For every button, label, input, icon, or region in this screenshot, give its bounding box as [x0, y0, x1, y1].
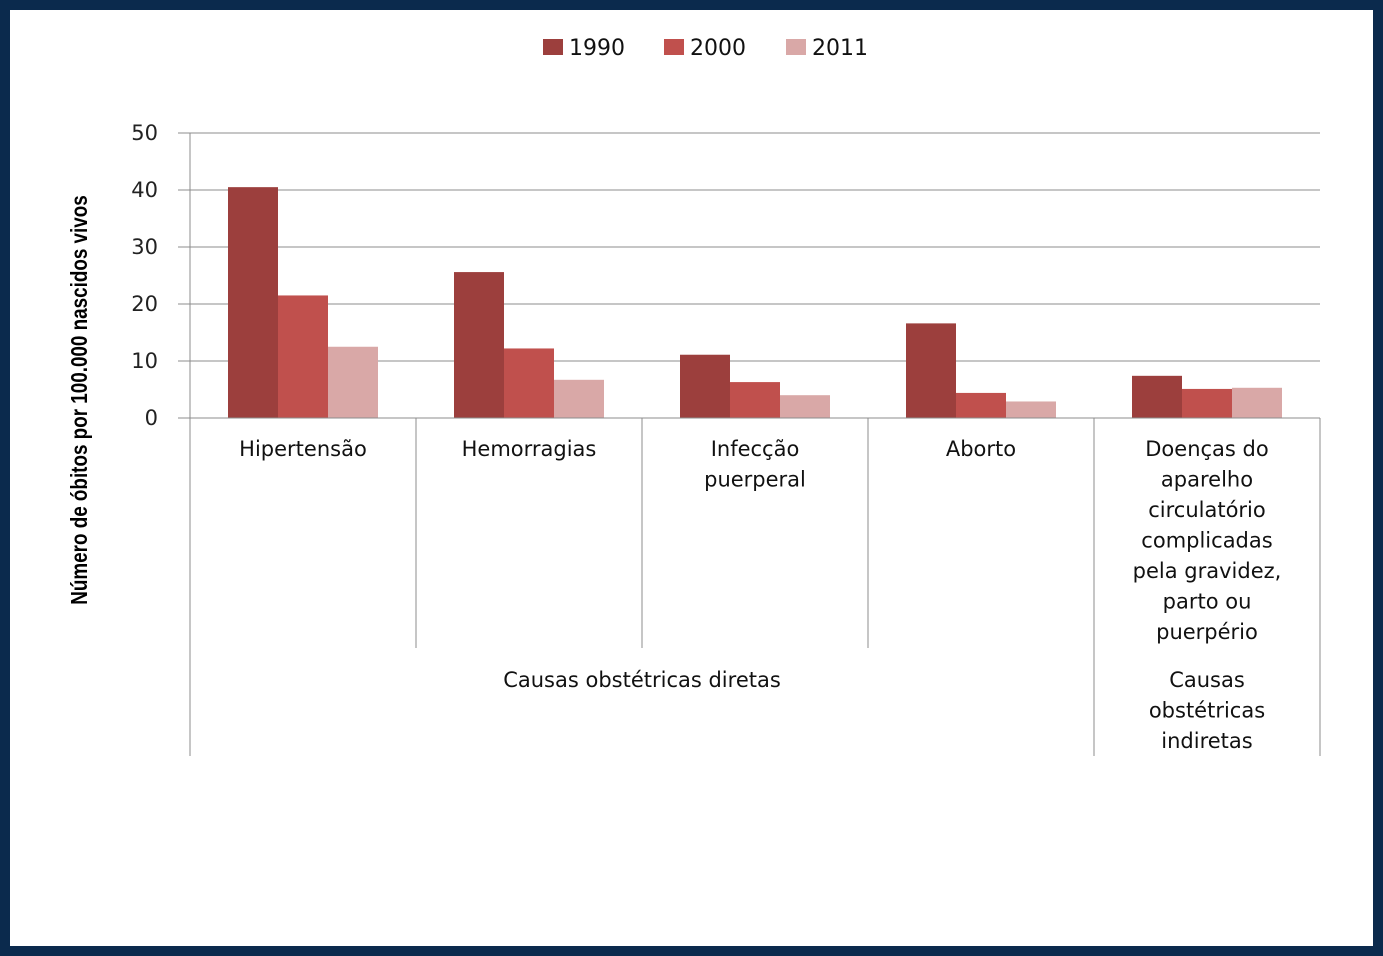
- y-tick-label: 40: [131, 178, 158, 202]
- category-label: circulatório: [1148, 498, 1266, 522]
- y-axis-title: Número de óbitos por 100.000 nascidos vi…: [67, 195, 92, 605]
- bar-2011: [554, 379, 604, 418]
- legend-swatch-1990: [543, 39, 563, 55]
- bar-2011: [1006, 401, 1056, 418]
- category-label: Infecção: [711, 437, 800, 461]
- bar-1990: [906, 323, 956, 418]
- category-label: aparelho: [1161, 468, 1253, 492]
- category-label: pela gravidez,: [1133, 559, 1282, 583]
- gridlines: [190, 132, 1320, 362]
- legend-swatch-2011: [786, 39, 806, 55]
- bar-1990: [228, 187, 278, 418]
- y-tick-label: 10: [131, 349, 158, 373]
- category-label: complicadas: [1141, 529, 1272, 553]
- bar-2000: [1182, 388, 1232, 418]
- legend-swatch-2000: [664, 39, 684, 55]
- legend-label: 1990: [569, 36, 625, 61]
- bar-2011: [328, 346, 378, 418]
- bar-2011: [1232, 387, 1282, 418]
- legend-label: 2011: [812, 36, 868, 61]
- category-label: Hipertensão: [239, 437, 367, 461]
- bar-2000: [730, 382, 780, 418]
- y-tick-label: 20: [131, 292, 158, 316]
- category-label: parto ou: [1163, 590, 1252, 614]
- category-label: puerpério: [1156, 620, 1258, 644]
- category-label: Hemorragias: [462, 437, 597, 461]
- bars: [228, 187, 1282, 418]
- bar-2000: [278, 295, 328, 418]
- group-label: Causas: [1169, 668, 1245, 692]
- bar-2000: [956, 392, 1006, 418]
- axis-labels: 0 10 20 30 40 50 Hipertensão Hemorragias Infecçã…: [67, 121, 1281, 753]
- legend: 1990 2000 2011: [543, 36, 868, 61]
- y-tick-label: 0: [145, 406, 158, 430]
- y-tick-label: 50: [131, 121, 158, 145]
- axes: [178, 132, 1321, 756]
- group-label: Causas obstétricas diretas: [503, 668, 781, 692]
- group-label: indiretas: [1161, 729, 1252, 753]
- bar-2000: [504, 348, 554, 418]
- category-label: puerperal: [704, 468, 806, 492]
- chart-panel: 0 10 20 30 40 50 Hipertensão Hemorragias Infecçã…: [10, 10, 1373, 946]
- category-label: Doenças do: [1145, 437, 1268, 461]
- bar-1990: [1132, 375, 1182, 418]
- legend-label: 2000: [690, 36, 746, 61]
- bar-1990: [454, 272, 504, 418]
- bar-1990: [680, 354, 730, 418]
- bar-chart: 0 10 20 30 40 50 Hipertensão Hemorragias Infecçã…: [67, 36, 1321, 756]
- group-label: obstétricas: [1149, 699, 1265, 723]
- y-tick-label: 30: [131, 235, 158, 259]
- bar-2011: [780, 395, 830, 418]
- category-label: Aborto: [946, 437, 1016, 461]
